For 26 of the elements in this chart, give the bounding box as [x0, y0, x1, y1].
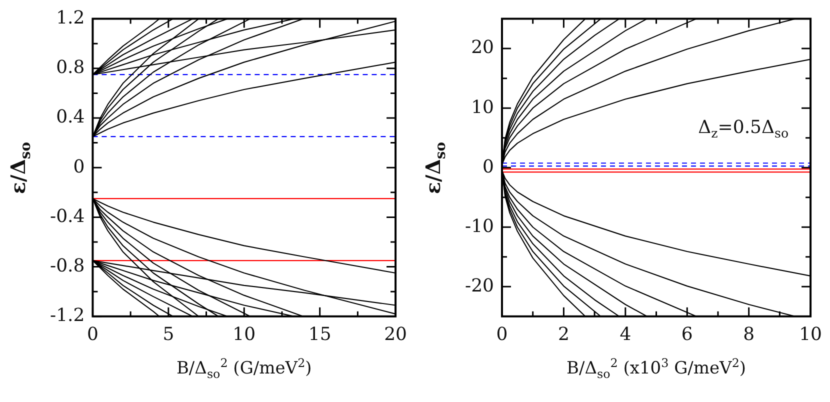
- x-tick-label: 10: [799, 324, 822, 345]
- x-tick-label: 15: [308, 324, 332, 345]
- x-axis-title: B/Δ$_{so}$$^{2}$ (G/meV$^{2}$): [176, 356, 312, 382]
- y-tick-label: -10: [464, 216, 494, 237]
- x-tick-label: 20: [384, 324, 407, 345]
- y-tick-label: 0: [73, 156, 85, 178]
- x-tick-label: 2: [558, 324, 570, 345]
- y-tick-label: -0.4: [50, 206, 85, 227]
- y-tick-label: -1.2: [50, 305, 85, 326]
- x-tick-label: 0: [496, 324, 508, 345]
- y-tick-label: -20: [464, 275, 494, 296]
- x-tick-label: 6: [681, 324, 693, 345]
- y-tick-label: 10: [471, 96, 494, 118]
- annotation: Δ$_{z}$=0.5Δ$_{so}$: [698, 117, 789, 141]
- x-axis-title: B/Δ$_{so}$$^{2}$ (x10$^{3}$ G/meV$^{2}$): [566, 356, 746, 382]
- y-tick-label: 0.8: [56, 57, 85, 78]
- x-tick-label: 4: [620, 324, 632, 345]
- y-tick-label: 0: [482, 156, 494, 178]
- y-tick-label: 20: [471, 37, 494, 58]
- x-tick-label: 0: [86, 324, 98, 345]
- x-tick-label: 10: [232, 324, 256, 345]
- x-tick-label: 5: [162, 324, 174, 345]
- y-tick-label: 0.4: [56, 106, 85, 128]
- x-tick-label: 8: [743, 324, 755, 345]
- y-tick-label: -0.8: [50, 255, 85, 276]
- y-tick-label: 1.2: [56, 7, 85, 28]
